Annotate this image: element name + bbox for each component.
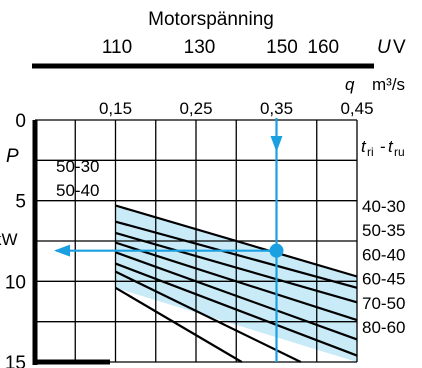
power-axis-unit: kW bbox=[0, 230, 18, 249]
right-label-60-40: 60-40 bbox=[362, 245, 405, 264]
chart-title: Motorspänning bbox=[148, 9, 274, 30]
power-axis-symbol: P bbox=[6, 146, 19, 167]
flow-tick-1: 0,25 bbox=[179, 99, 212, 118]
legend-sub-1: ri bbox=[367, 145, 374, 159]
voltage-tick-160: 160 bbox=[307, 37, 339, 58]
series-line-60-45 bbox=[115, 262, 358, 357]
right-label-70-50: 70-50 bbox=[362, 294, 405, 313]
voltage-tick-150: 150 bbox=[266, 37, 298, 58]
voltage-tick-110: 110 bbox=[102, 37, 132, 58]
series-line-50-40 bbox=[115, 220, 358, 289]
power-tick-3: 15 bbox=[5, 353, 26, 368]
series-line-50-35 bbox=[115, 241, 358, 322]
left-arrowhead bbox=[54, 244, 70, 257]
power-tick-1: 5 bbox=[15, 192, 26, 213]
legend-separator: - bbox=[380, 137, 386, 156]
right-label-50-35: 50-35 bbox=[362, 221, 405, 240]
legend-sub-2: ru bbox=[394, 145, 405, 159]
flow-axis: q m³/s 0,15 0,25 0,35 0,45 bbox=[99, 75, 405, 118]
right-label-40-30: 40-30 bbox=[362, 197, 405, 216]
left-series-labels: 50-30 50-40 bbox=[56, 157, 99, 200]
legend-title: t ri - t ru bbox=[361, 137, 405, 159]
flow-axis-unit: m³/s bbox=[372, 75, 405, 94]
series-lines bbox=[114, 204, 358, 363]
voltage-tick-130: 130 bbox=[184, 37, 216, 58]
flow-tick-3: 0,45 bbox=[340, 99, 373, 118]
operating-point bbox=[54, 118, 284, 362]
voltage-scale: Motorspänning 110 130 150 160 U V bbox=[32, 9, 406, 69]
legend-symbol-1: t bbox=[361, 137, 367, 156]
legend-symbol-2: t bbox=[388, 137, 394, 156]
left-label-50-30: 50-30 bbox=[56, 157, 99, 176]
series-line-60-40 bbox=[115, 251, 358, 341]
voltage-axis-unit: V bbox=[393, 37, 406, 58]
down-arrowhead bbox=[270, 136, 283, 152]
series-line-40-30 bbox=[115, 231, 358, 304]
right-series-labels: 40-30 50-35 60-40 60-45 70-50 80-60 bbox=[362, 197, 405, 337]
right-label-60-45: 60-45 bbox=[362, 270, 405, 289]
series-line-50-30 bbox=[115, 204, 358, 278]
flow-tick-0: 0,15 bbox=[99, 99, 132, 118]
series-line-70-50 bbox=[115, 270, 302, 363]
series-line-80-60 bbox=[114, 286, 243, 363]
power-tick-0: 0 bbox=[15, 111, 26, 132]
right-label-80-60: 80-60 bbox=[362, 318, 405, 337]
flow-axis-symbol: q bbox=[345, 75, 355, 94]
power-tick-2: 10 bbox=[5, 272, 26, 293]
left-label-50-40: 50-40 bbox=[56, 181, 99, 200]
voltage-axis-symbol: U bbox=[377, 37, 391, 58]
operating-point-dot bbox=[269, 243, 284, 258]
grid bbox=[34, 119, 358, 363]
flow-tick-2: 0,35 bbox=[260, 99, 293, 118]
power-axis: 0 5 10 15 P kW bbox=[0, 111, 26, 368]
